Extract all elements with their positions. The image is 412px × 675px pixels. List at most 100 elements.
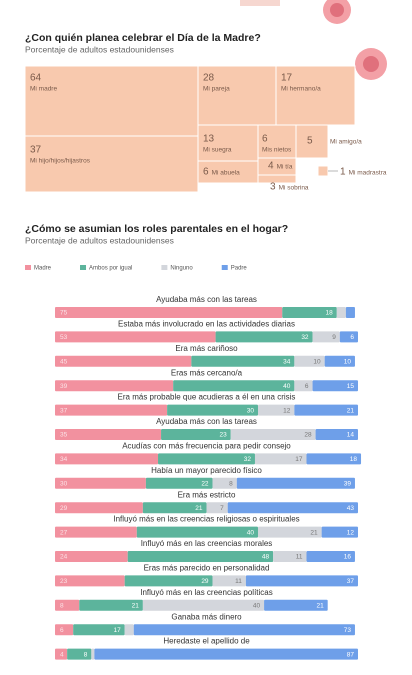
bar-segment <box>312 380 358 392</box>
bar-segment <box>227 502 358 514</box>
legend-swatch <box>80 265 87 270</box>
bar-segment <box>294 355 325 367</box>
value-label: 11 <box>235 578 242 585</box>
bar-segment <box>136 526 259 538</box>
bar-segment <box>215 331 313 343</box>
bar-segment <box>294 404 358 416</box>
value-label: 18 <box>326 310 334 317</box>
legend-label: Padre <box>231 266 248 272</box>
legend-label: Ambos por igual <box>89 266 132 272</box>
bar-segment <box>230 429 316 440</box>
category-label: Mi hijo/hijos/hijastros <box>30 158 91 165</box>
value-label: 21 <box>316 603 324 610</box>
value-label: 17 <box>295 456 303 463</box>
bar-segment <box>236 477 355 489</box>
decoration <box>240 0 387 80</box>
treemap-cell <box>197 124 259 162</box>
treemap-cell <box>24 65 199 137</box>
treemap-cell <box>317 165 329 177</box>
value-label: 21 <box>132 603 140 610</box>
value-label: 34 <box>283 359 291 366</box>
category-label: Mi sobrina <box>279 185 309 192</box>
value-label: 5 <box>307 136 313 147</box>
value-label: 8 <box>84 651 88 658</box>
bar-segment <box>321 526 358 538</box>
bar-segment <box>336 307 346 318</box>
legend-swatch <box>221 265 228 270</box>
bar-segment <box>339 331 358 343</box>
value-label: 37 <box>347 578 355 585</box>
rose-center <box>330 3 344 17</box>
category-label: Había un mayor parecido físico <box>151 466 262 475</box>
value-label: 39 <box>60 383 68 390</box>
value-label: 10 <box>313 359 321 366</box>
value-label: 6 <box>60 627 64 634</box>
bar-segment <box>55 429 162 440</box>
ribbon <box>240 0 280 6</box>
bar-segment <box>173 380 295 392</box>
category-label: Mi suegra <box>203 147 232 154</box>
value-label: 17 <box>281 73 293 84</box>
value-label: 11 <box>296 554 303 561</box>
bar-segment <box>124 575 213 587</box>
bar-segment <box>212 477 237 489</box>
bar-segment <box>264 599 328 611</box>
treemap-cell <box>295 124 329 159</box>
bar-segment <box>55 599 80 611</box>
value-label: 12 <box>283 407 291 414</box>
category-label: Mis nietos <box>262 147 292 154</box>
bar-segment <box>142 599 265 611</box>
bar-segment <box>315 429 358 440</box>
category-label: Mi amigo/a <box>330 139 362 146</box>
value-label: 28 <box>203 73 215 84</box>
value-label: 6 <box>350 334 354 341</box>
bar-segment <box>324 355 355 367</box>
bar-segment <box>312 331 340 343</box>
bar-segment <box>294 380 313 392</box>
category-label: Eras más cercano/a <box>171 368 243 377</box>
category-label: Mi abuela <box>212 170 241 177</box>
bar-segment <box>254 453 307 465</box>
category-label: Mi tía <box>277 164 293 171</box>
value-label: 18 <box>350 456 358 463</box>
bar-segment <box>55 526 137 538</box>
category-label: Estaba más involucrado en las actividade… <box>118 320 295 329</box>
value-label: 13 <box>203 134 215 145</box>
bar-segment <box>306 551 355 562</box>
bar-segment <box>345 307 355 318</box>
bar-segment <box>124 624 134 636</box>
value-label: 4 <box>268 161 274 172</box>
bar-segment <box>158 453 255 465</box>
bar-segment <box>55 575 125 587</box>
bar-segment <box>55 477 146 489</box>
bar-segment <box>191 355 295 367</box>
bar-segment <box>127 551 274 562</box>
value-label: 27 <box>60 529 68 536</box>
chart-subtitle: Porcentaje de adultos estadounidenses <box>25 44 174 54</box>
legend-label: Madre <box>34 266 52 272</box>
treemap-cell <box>197 65 277 126</box>
value-label: 4 <box>60 651 64 658</box>
value-label: 22 <box>201 481 209 488</box>
bar-segment <box>142 502 207 514</box>
category-label: Mi hermano/a <box>281 86 321 93</box>
treemap-cell <box>257 174 297 184</box>
value-label: 21 <box>347 407 355 414</box>
value-label: 7 <box>220 505 224 512</box>
treemap-cell <box>24 135 199 193</box>
bar-segment <box>55 307 283 318</box>
value-label: 45 <box>60 359 68 366</box>
chart-title: ¿Cómo se asumian los roles parentales en… <box>25 223 288 235</box>
value-label: 48 <box>262 554 270 561</box>
chart-title: ¿Con quién planea celebrar el Día de la … <box>25 32 261 44</box>
category-label: Acudías con más frecuencia para pedir co… <box>122 442 291 451</box>
value-label: 8 <box>60 603 64 610</box>
value-label: 6 <box>203 167 209 178</box>
value-label: 15 <box>347 383 355 390</box>
bar-segment <box>55 624 74 636</box>
value-label: 29 <box>60 505 68 512</box>
category-label: Influyó más en las creencias religiosas … <box>113 515 299 524</box>
value-label: 40 <box>283 383 291 390</box>
category-label: Influyó más en las creencias políticas <box>140 588 273 597</box>
bar-segment <box>79 599 143 611</box>
